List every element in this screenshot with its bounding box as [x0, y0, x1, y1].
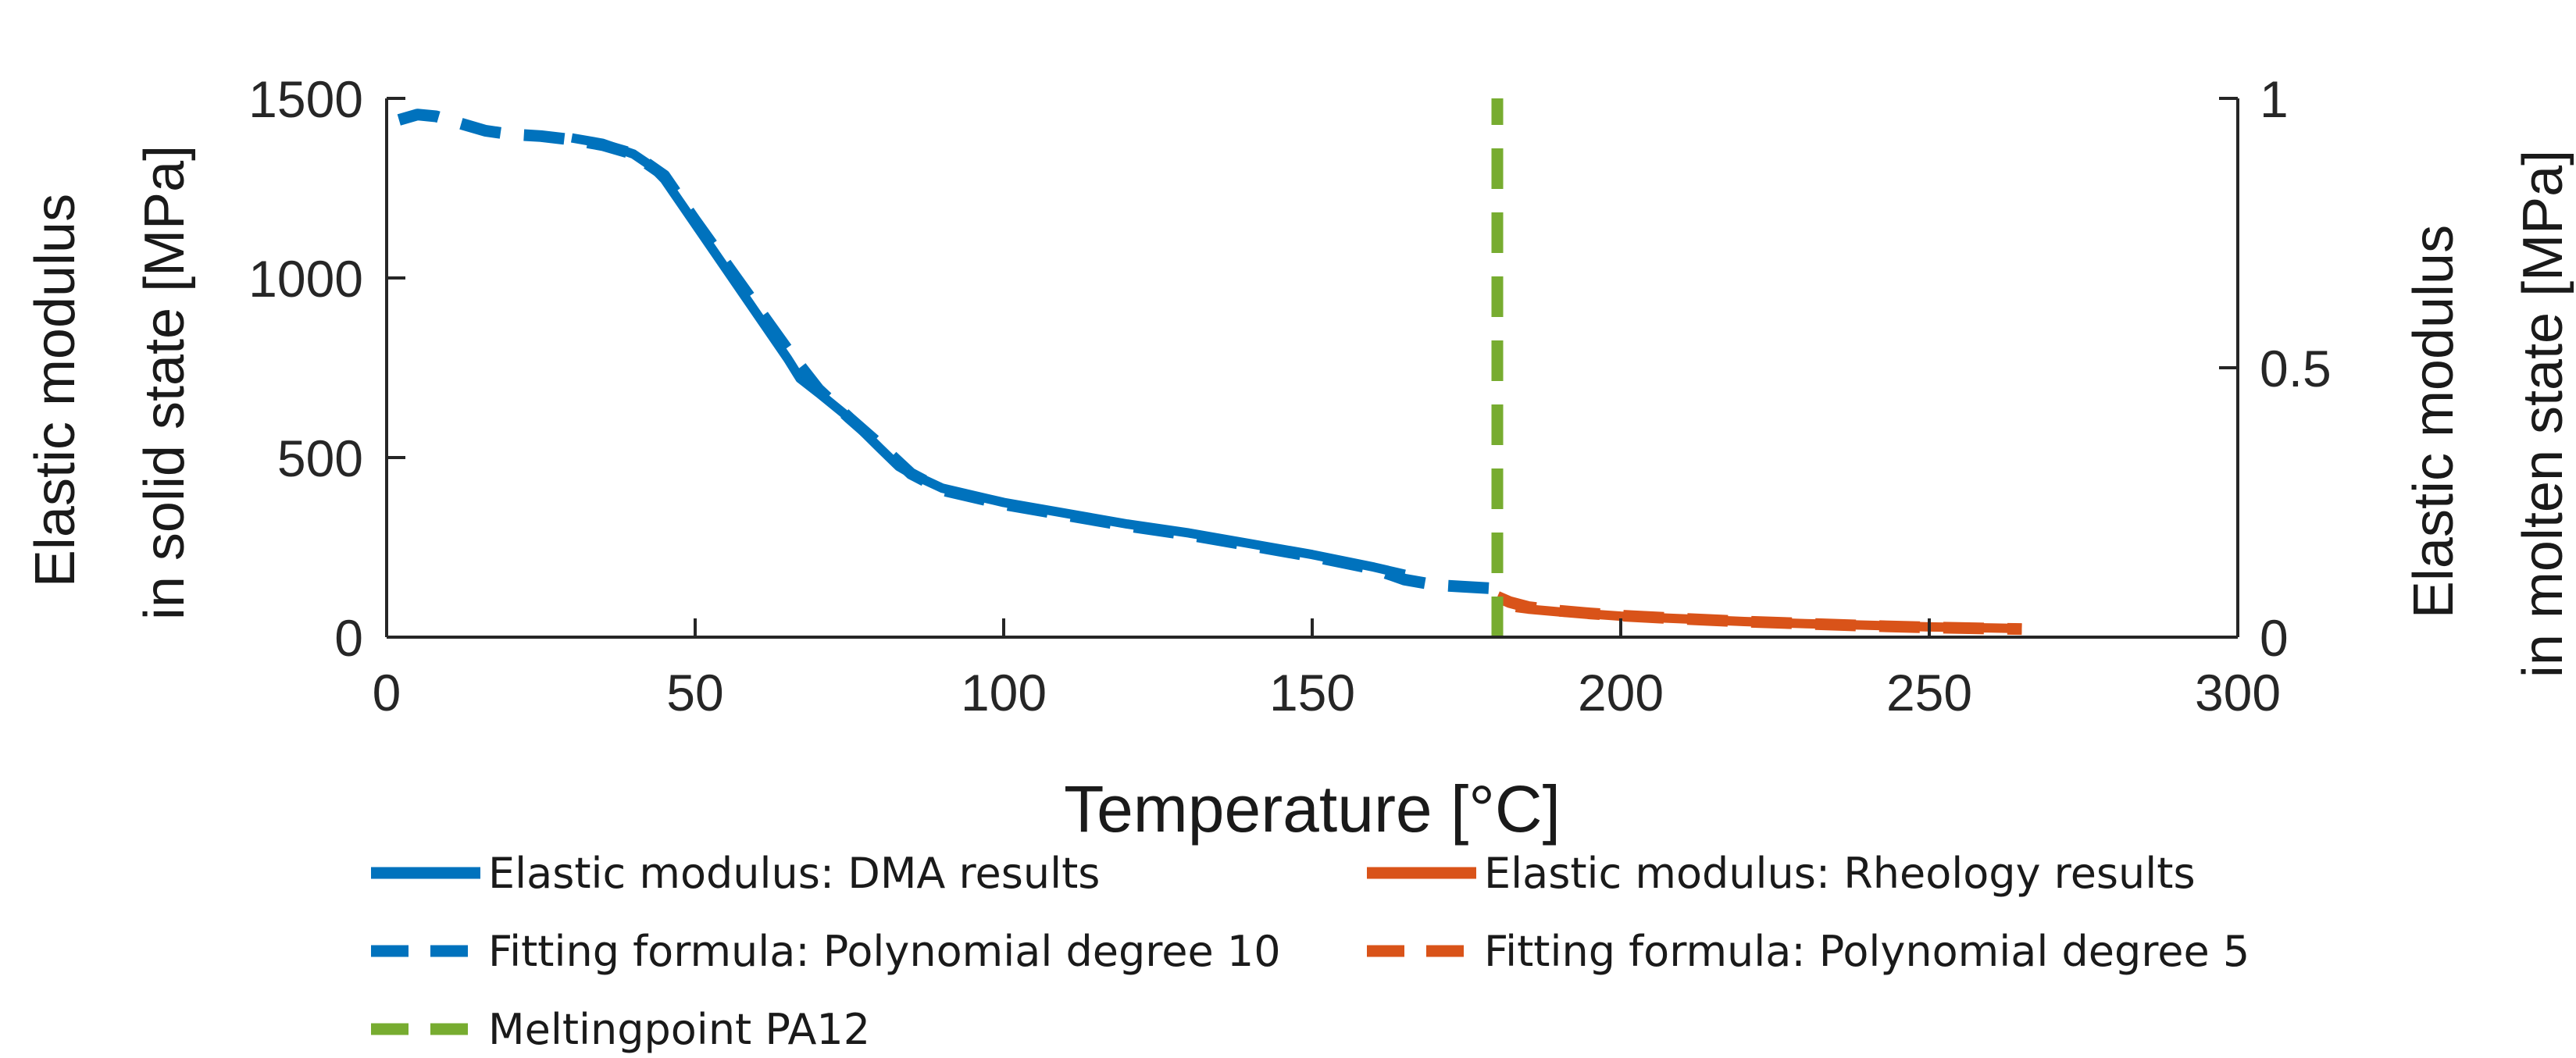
left-y-axis-title-line-2: in solid state [MPa]: [134, 145, 196, 620]
left-y-axis-title: Elastic modulus in solid state [MPa]: [24, 145, 196, 620]
series-line-fitting-formula-polynomial-degree-5: [1495, 591, 2022, 636]
legend-label-meltingpoint-pa12: Meltingpoint PA12: [488, 1005, 870, 1054]
legend-item-meltingpoint-pa12: Meltingpoint PA12: [371, 1005, 870, 1054]
right-y-axis-title: Elastic modulus in molten state [MPa]: [2403, 150, 2574, 678]
x-tick-label-200: 200: [1578, 664, 1664, 721]
x-tick-label-100: 100: [961, 664, 1047, 721]
legend-item-elastic-modulus-dma-results: Elastic modulus: DMA results: [371, 849, 1100, 898]
left-y-axis-title-line-1: Elastic modulus: [24, 194, 87, 587]
x-tick-label-50: 50: [666, 664, 723, 721]
legend-item-elastic-modulus-rheology-results: Elastic modulus: Rheology results: [1367, 849, 2196, 898]
x-tick-label-300: 300: [2195, 664, 2281, 721]
left-y-ticks: 0 500 1000 1500: [248, 70, 405, 667]
left-y-tick-label-0: 0: [334, 609, 363, 667]
series-line-elastic-modulus-dma-results: [570, 133, 1406, 579]
left-y-tick-label-1000: 1000: [248, 250, 363, 308]
x-tick-label-0: 0: [373, 664, 401, 721]
right-y-axis-title-line-1: Elastic modulus: [2403, 225, 2465, 618]
right-y-ticks: 00.51: [2219, 70, 2332, 667]
legend: Elastic modulus: DMA results Elastic modu…: [371, 849, 2250, 1054]
right-y-tick-label-2: 1: [2260, 70, 2289, 128]
legend-label-elastic-modulus-rheology-results: Elastic modulus: Rheology results: [1484, 849, 2196, 898]
legend-item-fitting-formula-polynomial-degree-5: Fitting formula: Polynomial degree 5: [1367, 927, 2250, 976]
x-ticks: 0 50 100 150 200 250 300: [373, 618, 2281, 721]
x-axis-title: Temperature [°C]: [1064, 772, 1561, 846]
legend-item-fitting-formula-polynomial-degree-10: Fitting formula: Polynomial degree 10: [371, 927, 1281, 976]
legend-label-fitting-formula-polynomial-degree-5: Fitting formula: Polynomial degree 5: [1484, 927, 2250, 976]
series-layer: [397, 98, 2022, 637]
x-tick-label-150: 150: [1269, 664, 1355, 721]
series-line-fitting-formula-polynomial-degree-10: [397, 109, 1498, 595]
left-y-tick-label-1500: 1500: [248, 70, 363, 128]
legend-label-fitting-formula-polynomial-degree-10: Fitting formula: Polynomial degree 10: [488, 927, 1281, 976]
right-y-axis-title-line-2: in molten state [MPa]: [2512, 150, 2574, 678]
right-y-tick-label-0: 0: [2260, 609, 2289, 667]
right-y-tick-label-1: 0.5: [2260, 340, 2332, 397]
legend-label-elastic-modulus-dma-results: Elastic modulus: DMA results: [488, 849, 1100, 898]
plot-area: [385, 98, 2239, 639]
x-tick-label-250: 250: [1886, 664, 1972, 721]
left-y-tick-label-500: 500: [277, 429, 363, 487]
